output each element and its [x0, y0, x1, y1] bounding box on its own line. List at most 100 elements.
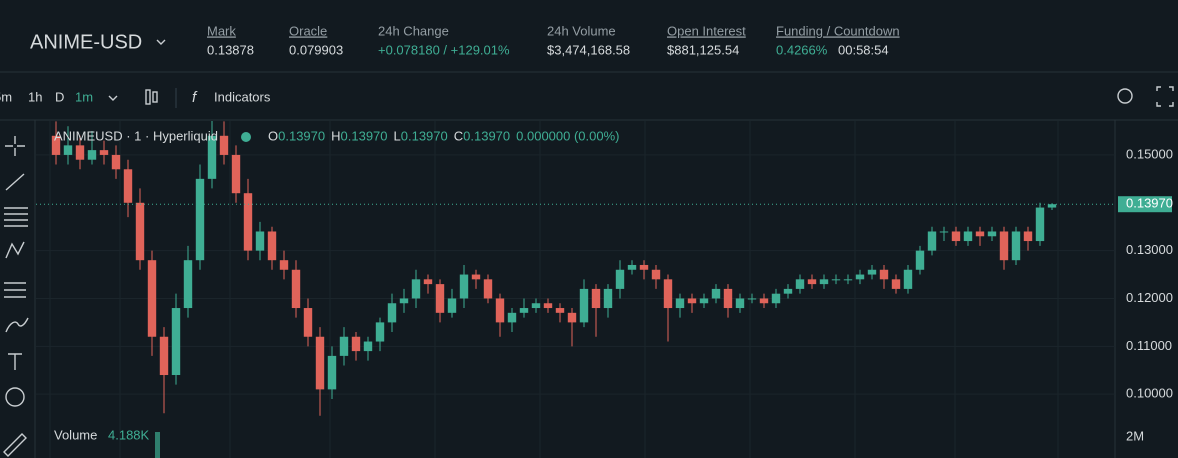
candle-body	[975, 231, 985, 237]
indicators[interactable]: Indicators	[214, 89, 271, 104]
stat-value: 00:58:54	[838, 42, 889, 57]
legend: ANIMEUSD · 1 · Hyperliquid O 0.13970 H 0.13…	[54, 128, 620, 143]
projection-tool[interactable]	[4, 282, 26, 298]
candles	[51, 121, 1057, 416]
candle-body	[783, 288, 793, 294]
volume-tick: 2M	[1126, 428, 1144, 443]
stat-label: Mark	[207, 23, 236, 38]
candle-body	[795, 279, 805, 289]
candle-body	[363, 341, 373, 352]
candle-body	[987, 231, 997, 237]
candle-icon[interactable]	[152, 91, 158, 103]
interval[interactable]: 5m	[0, 89, 12, 104]
readout-value: 0.13970	[401, 128, 448, 143]
candle-body	[891, 279, 901, 289]
fx-icon[interactable]: f	[192, 89, 198, 106]
candle-body	[423, 279, 433, 285]
y-tick-label: 0.11000	[1126, 338, 1172, 353]
candle-body	[831, 279, 841, 281]
emoji-tool[interactable]	[5, 387, 25, 407]
readout-value: 0.13970	[278, 128, 325, 143]
candle-body	[447, 298, 457, 313]
volume-value: 4.188K	[108, 427, 150, 442]
candle-body	[327, 355, 337, 390]
text-tool[interactable]	[8, 353, 22, 370]
readout-key: L	[394, 128, 401, 143]
crosshair-tool[interactable]	[5, 136, 25, 156]
chevron[interactable]	[156, 39, 166, 45]
brush-tool[interactable]	[5, 317, 29, 333]
pair[interactable]: ANIME-USD	[30, 31, 142, 53]
candle-body	[87, 150, 97, 160]
stat-value: 0.13878	[207, 42, 254, 57]
candle-body	[435, 284, 445, 313]
drawing-tools	[3, 136, 29, 457]
candle-body	[675, 298, 685, 309]
candle-body	[939, 231, 949, 233]
interval[interactable]: 1m	[75, 89, 93, 104]
candle-body	[351, 336, 361, 352]
interval[interactable]: 1h	[28, 89, 42, 104]
interval-menu[interactable]	[108, 95, 118, 101]
candle-body	[639, 264, 649, 270]
readout-value: 0.13970	[463, 128, 510, 143]
readout-key: C	[454, 128, 463, 143]
candle-body	[387, 303, 397, 323]
candle-body	[1047, 204, 1057, 208]
status-dot	[241, 132, 251, 142]
candle-body	[723, 288, 733, 309]
candle-body	[771, 293, 781, 304]
candle-body	[699, 298, 709, 304]
fullscreen-icon[interactable]	[1156, 86, 1174, 107]
candle-body	[879, 269, 889, 280]
stat-label: 24h Change	[378, 23, 449, 38]
stat-value: 0.079903	[289, 42, 343, 57]
candle-body	[579, 288, 589, 323]
stat-value: 0.4266%	[776, 42, 828, 57]
y-tick-label: 0.15000	[1126, 146, 1173, 161]
candle-icon[interactable]	[145, 89, 151, 105]
interval[interactable]: D	[55, 89, 64, 104]
stats: Mark 0.13878 Oracle 0.079903 24h Change +0.07…	[207, 23, 900, 57]
zoom-icon[interactable]	[1117, 88, 1133, 104]
candle-body	[207, 135, 217, 179]
stat-label: Oracle	[289, 23, 327, 38]
line-tool[interactable]	[5, 173, 25, 191]
candle-body	[819, 279, 829, 285]
volume-label: Volume	[54, 427, 97, 442]
fib-tool[interactable]	[4, 207, 28, 227]
candle-body	[159, 336, 169, 376]
pattern-tool[interactable]	[5, 241, 25, 259]
candle-body	[459, 274, 469, 299]
candle-body	[963, 231, 973, 242]
symbol: ANIMEUSD · 1 · Hyperliquid	[54, 128, 218, 143]
candle-body	[483, 279, 493, 299]
y-tick-label: 0.12000	[1126, 290, 1173, 305]
candle-body	[375, 322, 385, 342]
candle-body	[195, 178, 205, 261]
candle-body	[267, 231, 277, 261]
candle-body	[927, 231, 937, 251]
candle-body	[135, 202, 145, 261]
candle-body	[1011, 231, 1021, 261]
candle-body	[1023, 231, 1033, 242]
candle-body	[555, 308, 565, 313]
ruler-tool[interactable]	[3, 433, 27, 457]
readout-key: H	[331, 128, 340, 143]
candle-body	[99, 150, 109, 155]
candle-body	[63, 145, 73, 155]
candle-body	[591, 288, 601, 309]
candle-body	[687, 298, 697, 304]
last-price-label: 0.13970	[1126, 196, 1173, 211]
candle-body	[807, 279, 817, 285]
candle-body	[711, 288, 721, 299]
candle-body	[471, 274, 481, 280]
candle-body	[759, 298, 769, 304]
y-tick-label: 0.10000	[1126, 386, 1173, 401]
readout-value: 0.13970	[341, 128, 388, 143]
y-tick-label: 0.13000	[1126, 242, 1173, 257]
candle-body	[999, 231, 1009, 261]
last-price-tag	[1118, 196, 1172, 213]
stat-label: Funding / Countdown	[776, 23, 900, 38]
